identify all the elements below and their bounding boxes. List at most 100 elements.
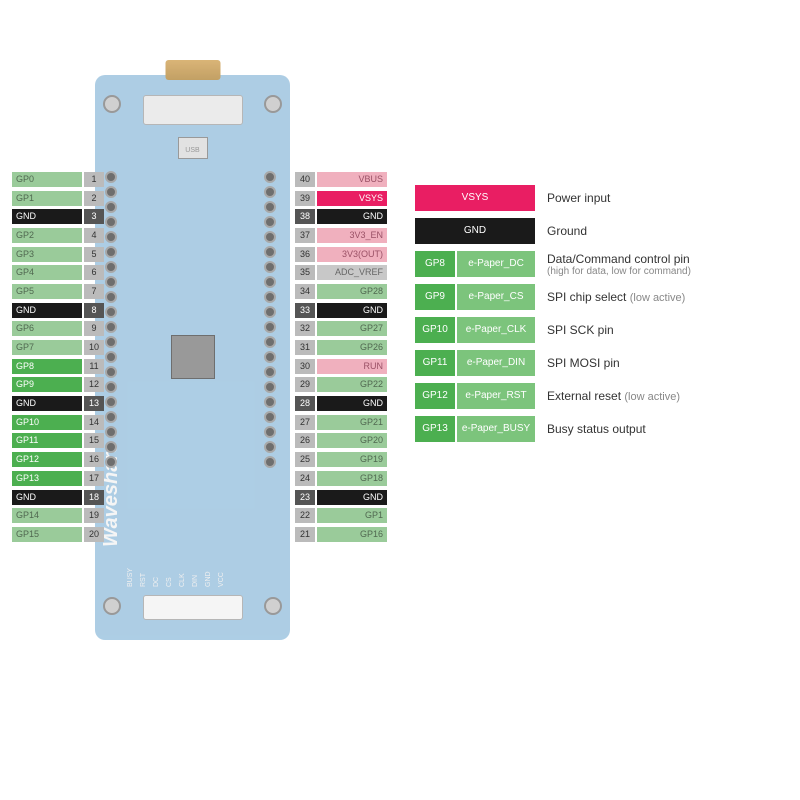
legend-row: GP10e-Paper_CLKSPI SCK pin — [415, 317, 691, 343]
pin-number: 34 — [295, 284, 315, 299]
pin-row: 29GP22 — [295, 376, 387, 395]
pin-number: 8 — [84, 303, 104, 318]
pin-number: 12 — [84, 377, 104, 392]
pin-label: VBUS — [317, 172, 387, 187]
pin-label: GP13 — [12, 471, 82, 486]
pin-row: GP1115 — [12, 432, 104, 451]
pin-number: 17 — [84, 471, 104, 486]
pin-row: GP710 — [12, 338, 104, 357]
legend-pin-box: GND — [415, 218, 535, 244]
legend-pin-box: e-Paper_CLK — [457, 317, 535, 343]
legend-row: GNDGround — [415, 218, 691, 244]
pin-label: GND — [317, 303, 387, 318]
bottom-pin-label: BUSY — [127, 576, 134, 587]
pin-number: 5 — [84, 247, 104, 262]
bottom-pin-label: DC — [153, 576, 160, 587]
bottom-pin-label: RST — [140, 576, 147, 587]
legend-pin-box: GP10 — [415, 317, 455, 343]
pin-number: 40 — [295, 172, 315, 187]
pin-row: GP24 — [12, 226, 104, 245]
pin-number: 28 — [295, 396, 315, 411]
legend-desc: External reset (low active) — [547, 389, 680, 403]
legend-row: GP13e-Paper_BUSYBusy status output — [415, 416, 691, 442]
pin-label: 3V3(OUT) — [317, 247, 387, 262]
pin-number: 23 — [295, 490, 315, 505]
pin-label: GP16 — [317, 527, 387, 542]
legend-pin-box: e-Paper_DIN — [457, 350, 535, 376]
pin-number: 26 — [295, 433, 315, 448]
pin-header-right — [264, 171, 280, 471]
pin-number: 32 — [295, 321, 315, 336]
legend-pin-box: e-Paper_CS — [457, 284, 535, 310]
pin-row: GP1520 — [12, 525, 104, 544]
pin-number: 18 — [84, 490, 104, 505]
pin-number: 16 — [84, 452, 104, 467]
legend-row: VSYS Power input — [415, 185, 691, 211]
pin-number: 13 — [84, 396, 104, 411]
pin-row: GND3 — [12, 207, 104, 226]
pin-row: GP1419 — [12, 506, 104, 525]
pin-label: GP8 — [12, 359, 82, 374]
pin-row: GP1317 — [12, 469, 104, 488]
bottom-pin-label: VCC — [218, 576, 225, 587]
legend-pin-box: e-Paper_BUSY — [457, 416, 535, 442]
pin-number: 35 — [295, 265, 315, 280]
legend-pin-box: VSYS — [415, 185, 535, 211]
pin-row: GP1014 — [12, 413, 104, 432]
pin-number: 4 — [84, 228, 104, 243]
bottom-pin-label: CS — [166, 576, 173, 587]
pin-row: 28GND — [295, 394, 387, 413]
pin-number: 36 — [295, 247, 315, 262]
pin-number: 15 — [84, 433, 104, 448]
legend-pin-box: GP11 — [415, 350, 455, 376]
pin-label: GP0 — [12, 172, 82, 187]
pin-row: 24GP18 — [295, 469, 387, 488]
pin-label: GND — [317, 396, 387, 411]
pin-label: GP15 — [12, 527, 82, 542]
bottom-pin-label: DIN — [192, 576, 199, 587]
pin-row: 39VSYS — [295, 189, 387, 208]
pin-number: 29 — [295, 377, 315, 392]
pin-row: GP811 — [12, 357, 104, 376]
pin-row: 363V3(OUT) — [295, 245, 387, 264]
pin-row: 27GP21 — [295, 413, 387, 432]
usb-label: USB — [178, 137, 208, 159]
legend-row: GP11e-Paper_DIN SPI MOSI pin — [415, 350, 691, 376]
legend-desc: SPI chip select (low active) — [547, 290, 685, 304]
bottom-pin-label: CLK — [179, 576, 186, 587]
pin-row: GP12 — [12, 189, 104, 208]
legend-desc: Power input — [547, 191, 610, 205]
pin-number: 1 — [84, 172, 104, 187]
pin-number: 6 — [84, 265, 104, 280]
pin-label: GP14 — [12, 508, 82, 523]
pin-row: GND18 — [12, 488, 104, 507]
pin-label: GP19 — [317, 452, 387, 467]
pin-row: 31GP26 — [295, 338, 387, 357]
pin-row: 23GND — [295, 488, 387, 507]
pin-row: 34GP28 — [295, 282, 387, 301]
pin-row: GP01 — [12, 170, 104, 189]
pinout-left-column: GP01GP12GND3GP24GP35GP46GP57GND8GP69GP71… — [12, 170, 104, 544]
pin-number: 11 — [84, 359, 104, 374]
pin-number: 20 — [84, 527, 104, 542]
pin-label: VSYS — [317, 191, 387, 206]
pin-row: 30RUN — [295, 357, 387, 376]
pin-label: ADC_VREF — [317, 265, 387, 280]
legend-desc: SPI MOSI pin — [547, 356, 620, 370]
pin-label: GND — [12, 209, 82, 224]
legend-pin-box: GP9 — [415, 284, 455, 310]
pin-number: 31 — [295, 340, 315, 355]
pin-number: 14 — [84, 415, 104, 430]
pin-number: 3 — [84, 209, 104, 224]
legend-desc: Busy status output — [547, 422, 646, 436]
pin-number: 38 — [295, 209, 315, 224]
pin-number: 2 — [84, 191, 104, 206]
pin-label: GP18 — [317, 471, 387, 486]
pin-row: GP35 — [12, 245, 104, 264]
pin-label: GP28 — [317, 284, 387, 299]
bottom-pin-label: GND — [205, 576, 212, 587]
pin-label: GP3 — [12, 247, 82, 262]
pin-label: RUN — [317, 359, 387, 374]
pin-label: GND — [317, 490, 387, 505]
pin-label: GP27 — [317, 321, 387, 336]
